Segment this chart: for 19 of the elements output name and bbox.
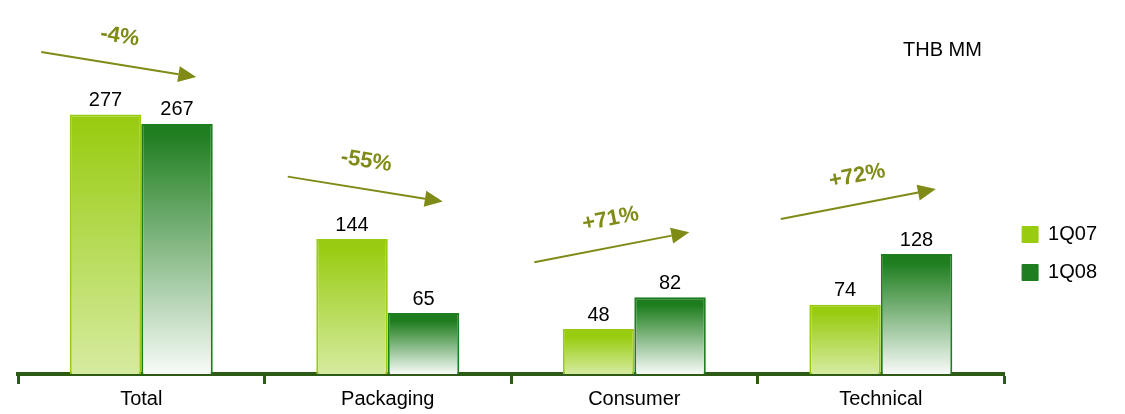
legend-label: 1Q07 (1048, 222, 1098, 245)
text: -4% (98, 19, 142, 51)
x-tick-label: Consumer (588, 386, 681, 409)
text: THB MM (903, 38, 982, 61)
data-label: 128 (899, 227, 934, 250)
x-tick-label: Packaging (341, 386, 435, 409)
annotation: +71% (580, 200, 641, 236)
data-label: 267 (160, 97, 194, 120)
data-label: 65 (412, 286, 435, 309)
annotation: +72% (826, 157, 888, 193)
data-label: 144 (335, 212, 369, 235)
data-label: 277 (88, 88, 123, 111)
data-label: 82 (658, 270, 682, 293)
legend-label: 1Q08 (1048, 260, 1098, 283)
annotation: -55% (339, 143, 394, 177)
data-label: 74 (833, 278, 857, 301)
data-label: 48 (587, 302, 610, 325)
x-tick-label: Total (120, 386, 163, 409)
x-tick-label: Technical (839, 386, 923, 409)
